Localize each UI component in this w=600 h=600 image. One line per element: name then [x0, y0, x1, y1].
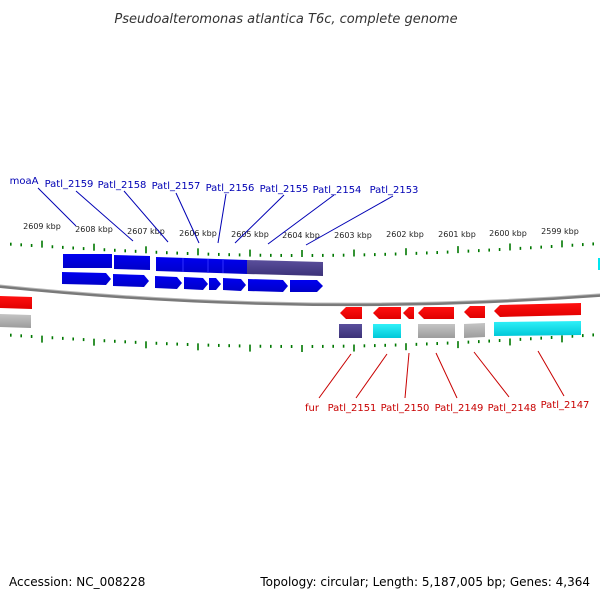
kbp-label: 2604 kbp — [282, 231, 320, 240]
genome-summary-text: Topology: circular; Length: 5,187,005 bp… — [259, 575, 590, 589]
kbp-label: 2605 kbp — [231, 230, 269, 239]
reverse-gene-track — [340, 303, 581, 319]
genome-backbone-highlight — [0, 284, 600, 304]
forward-cog-track — [63, 254, 323, 276]
map-title: Pseudoalteromonas atlantica T6c, complet… — [114, 12, 457, 27]
gene-arrow-patl-2157[interactable] — [184, 277, 208, 290]
cog-bar — [114, 255, 150, 270]
gene-arrow-moaA[interactable] — [62, 272, 111, 285]
forward-gene-track — [62, 272, 323, 292]
leader-line — [537, 350, 565, 397]
cog-bar — [464, 323, 485, 338]
kbp-label: 2602 kbp — [386, 230, 424, 239]
leader-line — [234, 194, 285, 244]
leader-line — [355, 353, 388, 399]
kbp-label: 2603 kbp — [334, 231, 372, 240]
leader-line — [404, 352, 410, 399]
kbp-label: 2601 kbp — [438, 230, 476, 239]
gene-label-patl-2147[interactable]: Patl_2147 — [541, 400, 590, 411]
cog-bar — [373, 324, 401, 338]
gene-arrow-patl-2150[interactable] — [403, 307, 414, 319]
gene-label-patl-2151[interactable]: Patl_2151 — [328, 403, 377, 414]
cog-bar — [156, 257, 247, 274]
scale-labels: 2609 kbp 2608 kbp 2607 kbp 2606 kbp 2605… — [23, 222, 579, 240]
cog-bar — [494, 321, 581, 336]
leader-line — [75, 190, 134, 242]
bottom-label-leaders — [318, 350, 565, 399]
scale-ticks-top — [10, 240, 595, 257]
gene-label-patl-2150[interactable]: Patl_2150 — [381, 403, 430, 414]
kbp-label: 2607 kbp — [127, 227, 165, 236]
gene-arrow-patl-2148[interactable] — [464, 306, 485, 318]
cog-bar — [247, 260, 323, 276]
bottom-gene-labels: fur Patl_2151 Patl_2150 Patl_2149 Patl_2… — [305, 400, 589, 414]
cog-bar — [63, 254, 112, 268]
gene-arrow-patl-2149[interactable] — [418, 307, 454, 319]
gene-arrow-patl-2154[interactable] — [248, 279, 288, 292]
kbp-label: 2599 kbp — [541, 227, 579, 236]
leader-line — [37, 187, 77, 227]
gene-arrow-patl-2159[interactable] — [113, 274, 149, 287]
gene-label-patl-2157[interactable]: Patl_2157 — [152, 181, 201, 192]
leader-line — [473, 351, 510, 398]
leader-line — [175, 192, 200, 244]
gene-arrow-fur[interactable] — [340, 307, 362, 319]
gene-arrow-patl-2156[interactable] — [209, 278, 221, 290]
kbp-label: 2609 kbp — [23, 222, 61, 231]
top-label-leaders — [37, 187, 394, 246]
leader-line — [305, 195, 394, 246]
gene-label-fur[interactable]: fur — [305, 403, 320, 414]
gene-arrow-patl-2147[interactable] — [494, 303, 581, 317]
kbp-label: 2606 kbp — [179, 229, 217, 238]
leader-line — [318, 353, 352, 399]
gene-label-patl-2154[interactable]: Patl_2154 — [313, 185, 362, 196]
reverse-cog-track — [339, 321, 581, 338]
accession-text: Accession: NC_008228 — [9, 575, 145, 589]
gene-label-patl-2149[interactable]: Patl_2149 — [435, 403, 484, 414]
gene-arrow-patl-2158[interactable] — [155, 276, 182, 289]
genome-backbone — [0, 285, 600, 307]
leader-line — [123, 190, 169, 243]
gene-label-patl-2159[interactable]: Patl_2159 — [45, 179, 94, 190]
cog-bar — [418, 324, 455, 338]
gene-label-patl-2158[interactable]: Patl_2158 — [98, 180, 147, 191]
gene-label-moaA[interactable]: moaA — [10, 176, 39, 187]
gene-arrow-patl-2155[interactable] — [223, 278, 246, 291]
scale-ticks-bottom — [10, 333, 595, 352]
gene-arrow-partial-left[interactable] — [0, 296, 32, 309]
kbp-label: 2600 kbp — [489, 229, 527, 238]
gene-arrow-patl-2151[interactable] — [373, 307, 401, 319]
leader-line — [435, 352, 458, 399]
gene-label-patl-2155[interactable]: Patl_2155 — [260, 184, 309, 195]
kbp-label: 2608 kbp — [75, 225, 113, 234]
gene-arrow-patl-2153[interactable] — [290, 280, 323, 292]
cog-bar-partial-left — [0, 314, 31, 328]
leader-line — [267, 194, 335, 245]
top-gene-labels: moaA Patl_2159 Patl_2158 Patl_2157 Patl_… — [10, 176, 419, 196]
gene-label-patl-2156[interactable]: Patl_2156 — [206, 183, 255, 194]
leader-line — [217, 193, 227, 244]
gene-label-patl-2153[interactable]: Patl_2153 — [370, 185, 419, 196]
cog-bar — [339, 324, 362, 338]
gene-label-patl-2148[interactable]: Patl_2148 — [488, 403, 537, 414]
